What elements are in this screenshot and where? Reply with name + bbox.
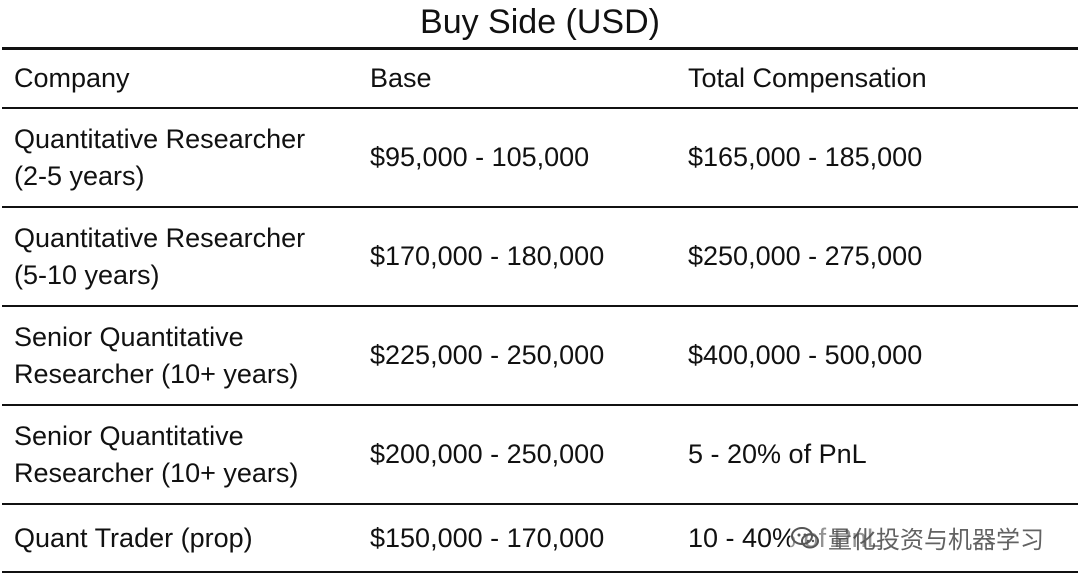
wechat-icon [791, 526, 819, 548]
company-cell: Senior Quantitative Researcher (10+ year… [14, 321, 299, 389]
company-cell: Quantitative Researcher (5-10 years) [14, 222, 306, 290]
total-compensation-cell: 5 - 20% of PnL [688, 439, 867, 469]
company-cell: Quant Trader (prop) [14, 522, 253, 553]
company-cell: Quantitative Researcher (2-5 years) [14, 123, 306, 191]
base-cell: $225,000 - 250,000 [370, 340, 605, 370]
watermark-text: 量化投资与机器学习 [828, 526, 1044, 554]
header-total-compensation: Total Compensation [688, 63, 927, 93]
header-base: Base [370, 63, 432, 93]
total-compensation-cell: $400,000 - 500,000 [688, 340, 923, 370]
base-cell: $150,000 - 170,000 [370, 522, 605, 553]
table-title: Buy Side (USD) [420, 3, 660, 41]
base-cell: $170,000 - 180,000 [370, 241, 605, 271]
base-cell: $200,000 - 250,000 [370, 439, 605, 469]
table-row: Senior Quantitative Researcher (10+ year… [2, 305, 1078, 404]
table-row: Senior Quantitative Researcher (10+ year… [2, 404, 1078, 503]
header-company: Company [14, 63, 130, 93]
total-compensation-cell: $165,000 - 185,000 [688, 142, 923, 172]
base-cell: $95,000 - 105,000 [370, 142, 590, 172]
total-compensation-cell: $250,000 - 275,000 [688, 241, 923, 271]
company-cell: Senior Quantitative Researcher (10+ year… [14, 420, 299, 488]
table-header-row: Company Base Total Compensation [2, 47, 1078, 107]
table-row: Quantitative Researcher (5-10 years) $17… [2, 206, 1078, 305]
watermark: 量化投资与机器学习 [790, 520, 1044, 555]
compensation-table: Company Base Total Compensation Quantita… [2, 47, 1078, 573]
table-row: Quantitative Researcher (2-5 years) $95,… [2, 107, 1078, 206]
